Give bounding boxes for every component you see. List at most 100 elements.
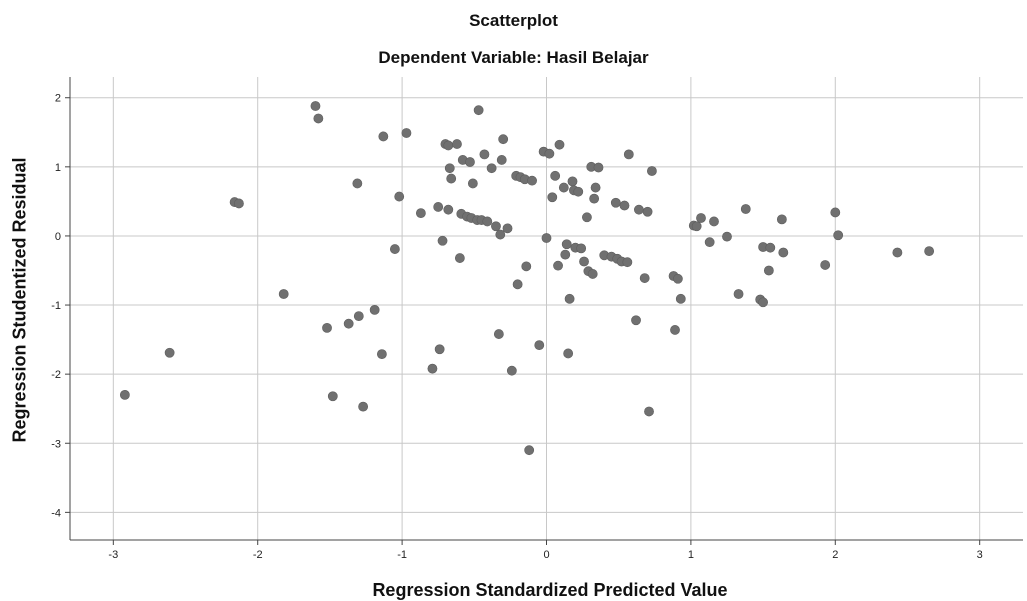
data-point	[776, 214, 787, 225]
data-point	[496, 155, 507, 165]
data-point	[623, 149, 634, 160]
data-point	[394, 191, 405, 202]
data-point	[527, 175, 537, 186]
data-point	[833, 230, 844, 241]
data-point	[567, 176, 578, 187]
data-point	[553, 260, 563, 271]
data-point	[524, 445, 535, 456]
data-point	[642, 206, 653, 217]
data-point	[434, 344, 445, 355]
data-point	[672, 273, 683, 284]
data-point	[579, 256, 589, 267]
x-tick-label: -2	[253, 549, 263, 561]
data-point	[443, 204, 454, 215]
data-point	[415, 208, 426, 219]
data-point	[758, 297, 768, 308]
data-point	[491, 221, 501, 232]
data-point	[709, 216, 719, 227]
data-point	[675, 293, 686, 304]
data-point	[443, 140, 454, 151]
data-point	[327, 391, 338, 402]
x-tick-label: -1	[397, 549, 407, 561]
data-point	[830, 207, 841, 218]
x-tick-label: -3	[108, 549, 118, 561]
data-point	[376, 349, 387, 360]
data-point	[550, 170, 561, 181]
data-point	[119, 389, 130, 400]
data-point	[378, 131, 389, 142]
x-axis-label: Regression Standardized Predicted Value	[372, 580, 728, 600]
data-point	[502, 223, 513, 234]
data-point	[164, 347, 175, 358]
data-point	[582, 212, 592, 223]
data-point	[564, 293, 575, 304]
data-point	[820, 260, 831, 270]
data-point	[696, 213, 706, 223]
data-point	[486, 163, 497, 174]
data-point	[446, 173, 457, 184]
data-point	[465, 157, 475, 167]
data-point	[647, 166, 657, 176]
data-point	[343, 318, 354, 329]
data-point	[740, 204, 751, 214]
data-point	[278, 289, 289, 299]
data-point	[763, 265, 774, 276]
data-point	[495, 229, 506, 240]
data-point	[634, 204, 644, 215]
data-point	[506, 365, 517, 376]
chart-title: Scatterplot	[469, 11, 558, 30]
data-point	[234, 198, 244, 209]
data-point	[691, 221, 702, 232]
y-tick-label: -3	[51, 438, 61, 450]
y-tick-label: -2	[51, 369, 61, 381]
data-point	[547, 192, 558, 203]
data-point	[733, 289, 744, 299]
data-point	[322, 322, 332, 333]
data-point	[778, 247, 789, 258]
data-point	[722, 231, 732, 242]
data-point	[444, 163, 455, 174]
data-point	[704, 237, 715, 248]
data-point	[352, 178, 363, 189]
data-point	[521, 261, 532, 272]
data-point	[498, 134, 509, 145]
data-point	[593, 162, 604, 173]
data-point	[561, 239, 572, 250]
data-point	[433, 202, 444, 212]
data-point	[590, 182, 601, 193]
data-point	[467, 178, 478, 189]
data-point	[573, 186, 584, 197]
data-point	[493, 329, 504, 339]
y-axis-label: Regression Studentized Residual	[9, 157, 30, 443]
data-point	[619, 200, 630, 211]
y-tick-label: -1	[51, 300, 61, 312]
data-point	[576, 243, 587, 254]
x-tick-label: 2	[832, 549, 838, 561]
x-tick-label: 0	[543, 549, 549, 561]
data-point	[389, 244, 400, 254]
data-point	[765, 242, 776, 253]
data-point	[639, 273, 650, 283]
data-point	[554, 139, 565, 150]
x-tick-label: 3	[977, 549, 983, 561]
y-tick-label: 2	[55, 93, 61, 105]
data-point	[479, 149, 490, 160]
data-point	[313, 113, 324, 124]
data-point	[358, 401, 369, 412]
data-point	[644, 406, 654, 417]
data-point	[369, 304, 380, 315]
data-point	[401, 128, 412, 138]
data-point	[610, 197, 621, 208]
data-point	[473, 105, 484, 116]
data-point	[631, 315, 641, 326]
data-point	[534, 340, 545, 351]
data-point	[892, 247, 903, 258]
y-tick-label: 1	[55, 162, 61, 174]
x-tick-label: 1	[688, 549, 694, 561]
data-point	[924, 246, 935, 257]
y-tick-label: -4	[51, 507, 61, 519]
data-point	[482, 216, 493, 227]
data-point	[353, 311, 364, 322]
data-point	[454, 253, 465, 263]
